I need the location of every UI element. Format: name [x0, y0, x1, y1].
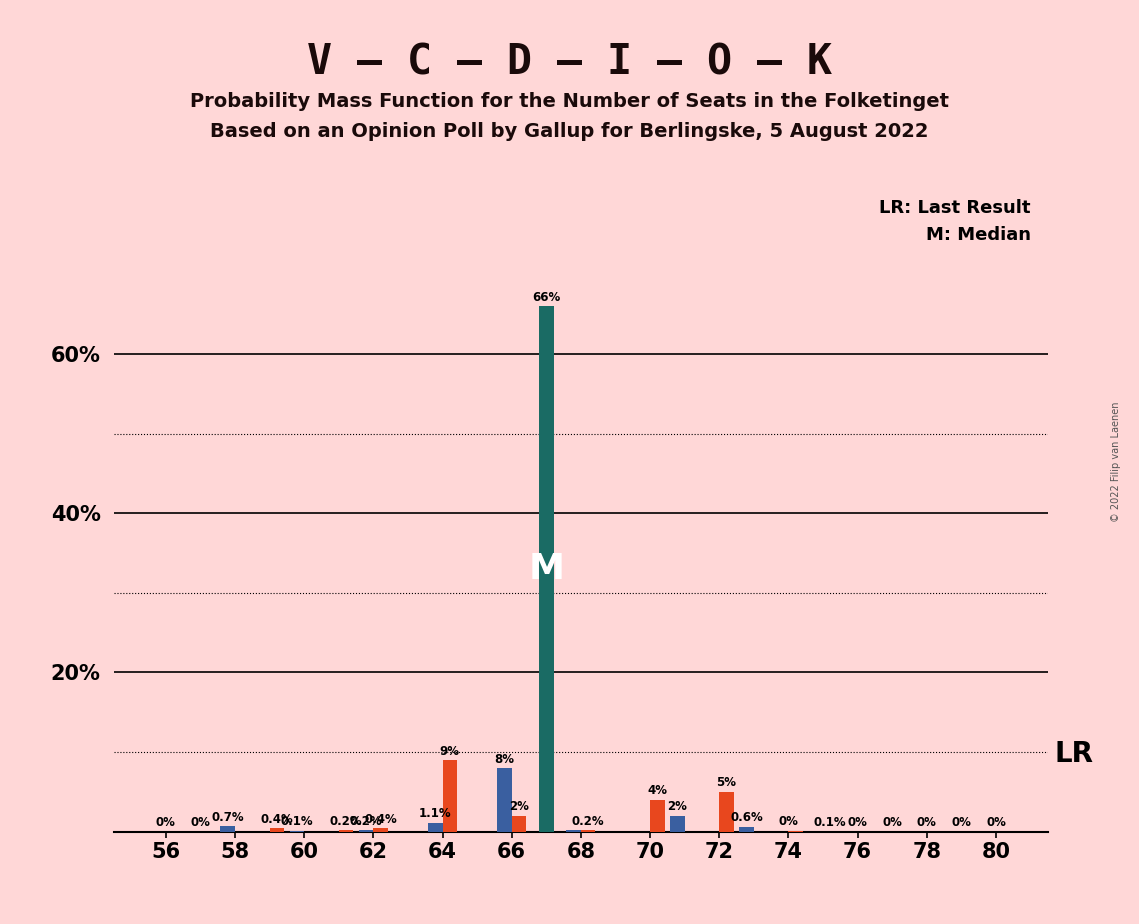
Bar	[581, 830, 596, 832]
Text: 0%: 0%	[986, 816, 1006, 829]
Bar	[338, 830, 353, 832]
Text: 4%: 4%	[647, 784, 667, 797]
Bar	[719, 792, 734, 832]
Bar	[270, 829, 284, 832]
Text: LR: Last Result: LR: Last Result	[879, 199, 1031, 216]
Text: 0%: 0%	[951, 816, 972, 829]
Text: 0.2%: 0.2%	[572, 815, 605, 828]
Text: 0%: 0%	[917, 816, 936, 829]
Text: 0.7%: 0.7%	[212, 810, 244, 823]
Text: 0%: 0%	[847, 816, 868, 829]
Text: 66%: 66%	[532, 291, 560, 304]
Bar	[511, 816, 526, 832]
Text: 0%: 0%	[156, 816, 175, 829]
Bar	[566, 830, 581, 832]
Text: 0%: 0%	[190, 816, 211, 829]
Bar	[739, 827, 754, 832]
Bar	[221, 826, 235, 832]
Text: 0.1%: 0.1%	[814, 816, 846, 829]
Text: 0.4%: 0.4%	[261, 813, 293, 826]
Bar	[539, 307, 554, 832]
Bar	[670, 816, 685, 832]
Bar	[359, 830, 374, 832]
Text: © 2022 Filip van Laenen: © 2022 Filip van Laenen	[1112, 402, 1121, 522]
Bar	[443, 760, 457, 832]
Text: 8%: 8%	[494, 752, 515, 766]
Text: 9%: 9%	[440, 745, 460, 758]
Text: M: Median: M: Median	[926, 226, 1031, 244]
Text: Based on an Opinion Poll by Gallup for Berlingske, 5 August 2022: Based on an Opinion Poll by Gallup for B…	[211, 122, 928, 141]
Text: Probability Mass Function for the Number of Seats in the Folketinget: Probability Mass Function for the Number…	[190, 92, 949, 112]
Bar	[650, 800, 664, 832]
Text: V – C – D – I – O – K: V – C – D – I – O – K	[308, 42, 831, 83]
Bar	[428, 823, 443, 832]
Bar	[498, 768, 511, 832]
Text: 5%: 5%	[716, 776, 737, 789]
Text: 1.1%: 1.1%	[419, 808, 451, 821]
Text: 0.4%: 0.4%	[364, 813, 398, 826]
Text: 0.2%: 0.2%	[350, 815, 383, 828]
Text: 0%: 0%	[883, 816, 902, 829]
Text: 0%: 0%	[778, 815, 798, 829]
Bar	[374, 829, 388, 832]
Text: 2%: 2%	[509, 800, 528, 813]
Text: LR: LR	[1055, 740, 1093, 769]
Text: 0.1%: 0.1%	[280, 815, 313, 829]
Text: M: M	[528, 552, 564, 586]
Text: 0.6%: 0.6%	[730, 811, 763, 824]
Text: 2%: 2%	[667, 800, 687, 813]
Text: 0.2%: 0.2%	[329, 815, 362, 828]
